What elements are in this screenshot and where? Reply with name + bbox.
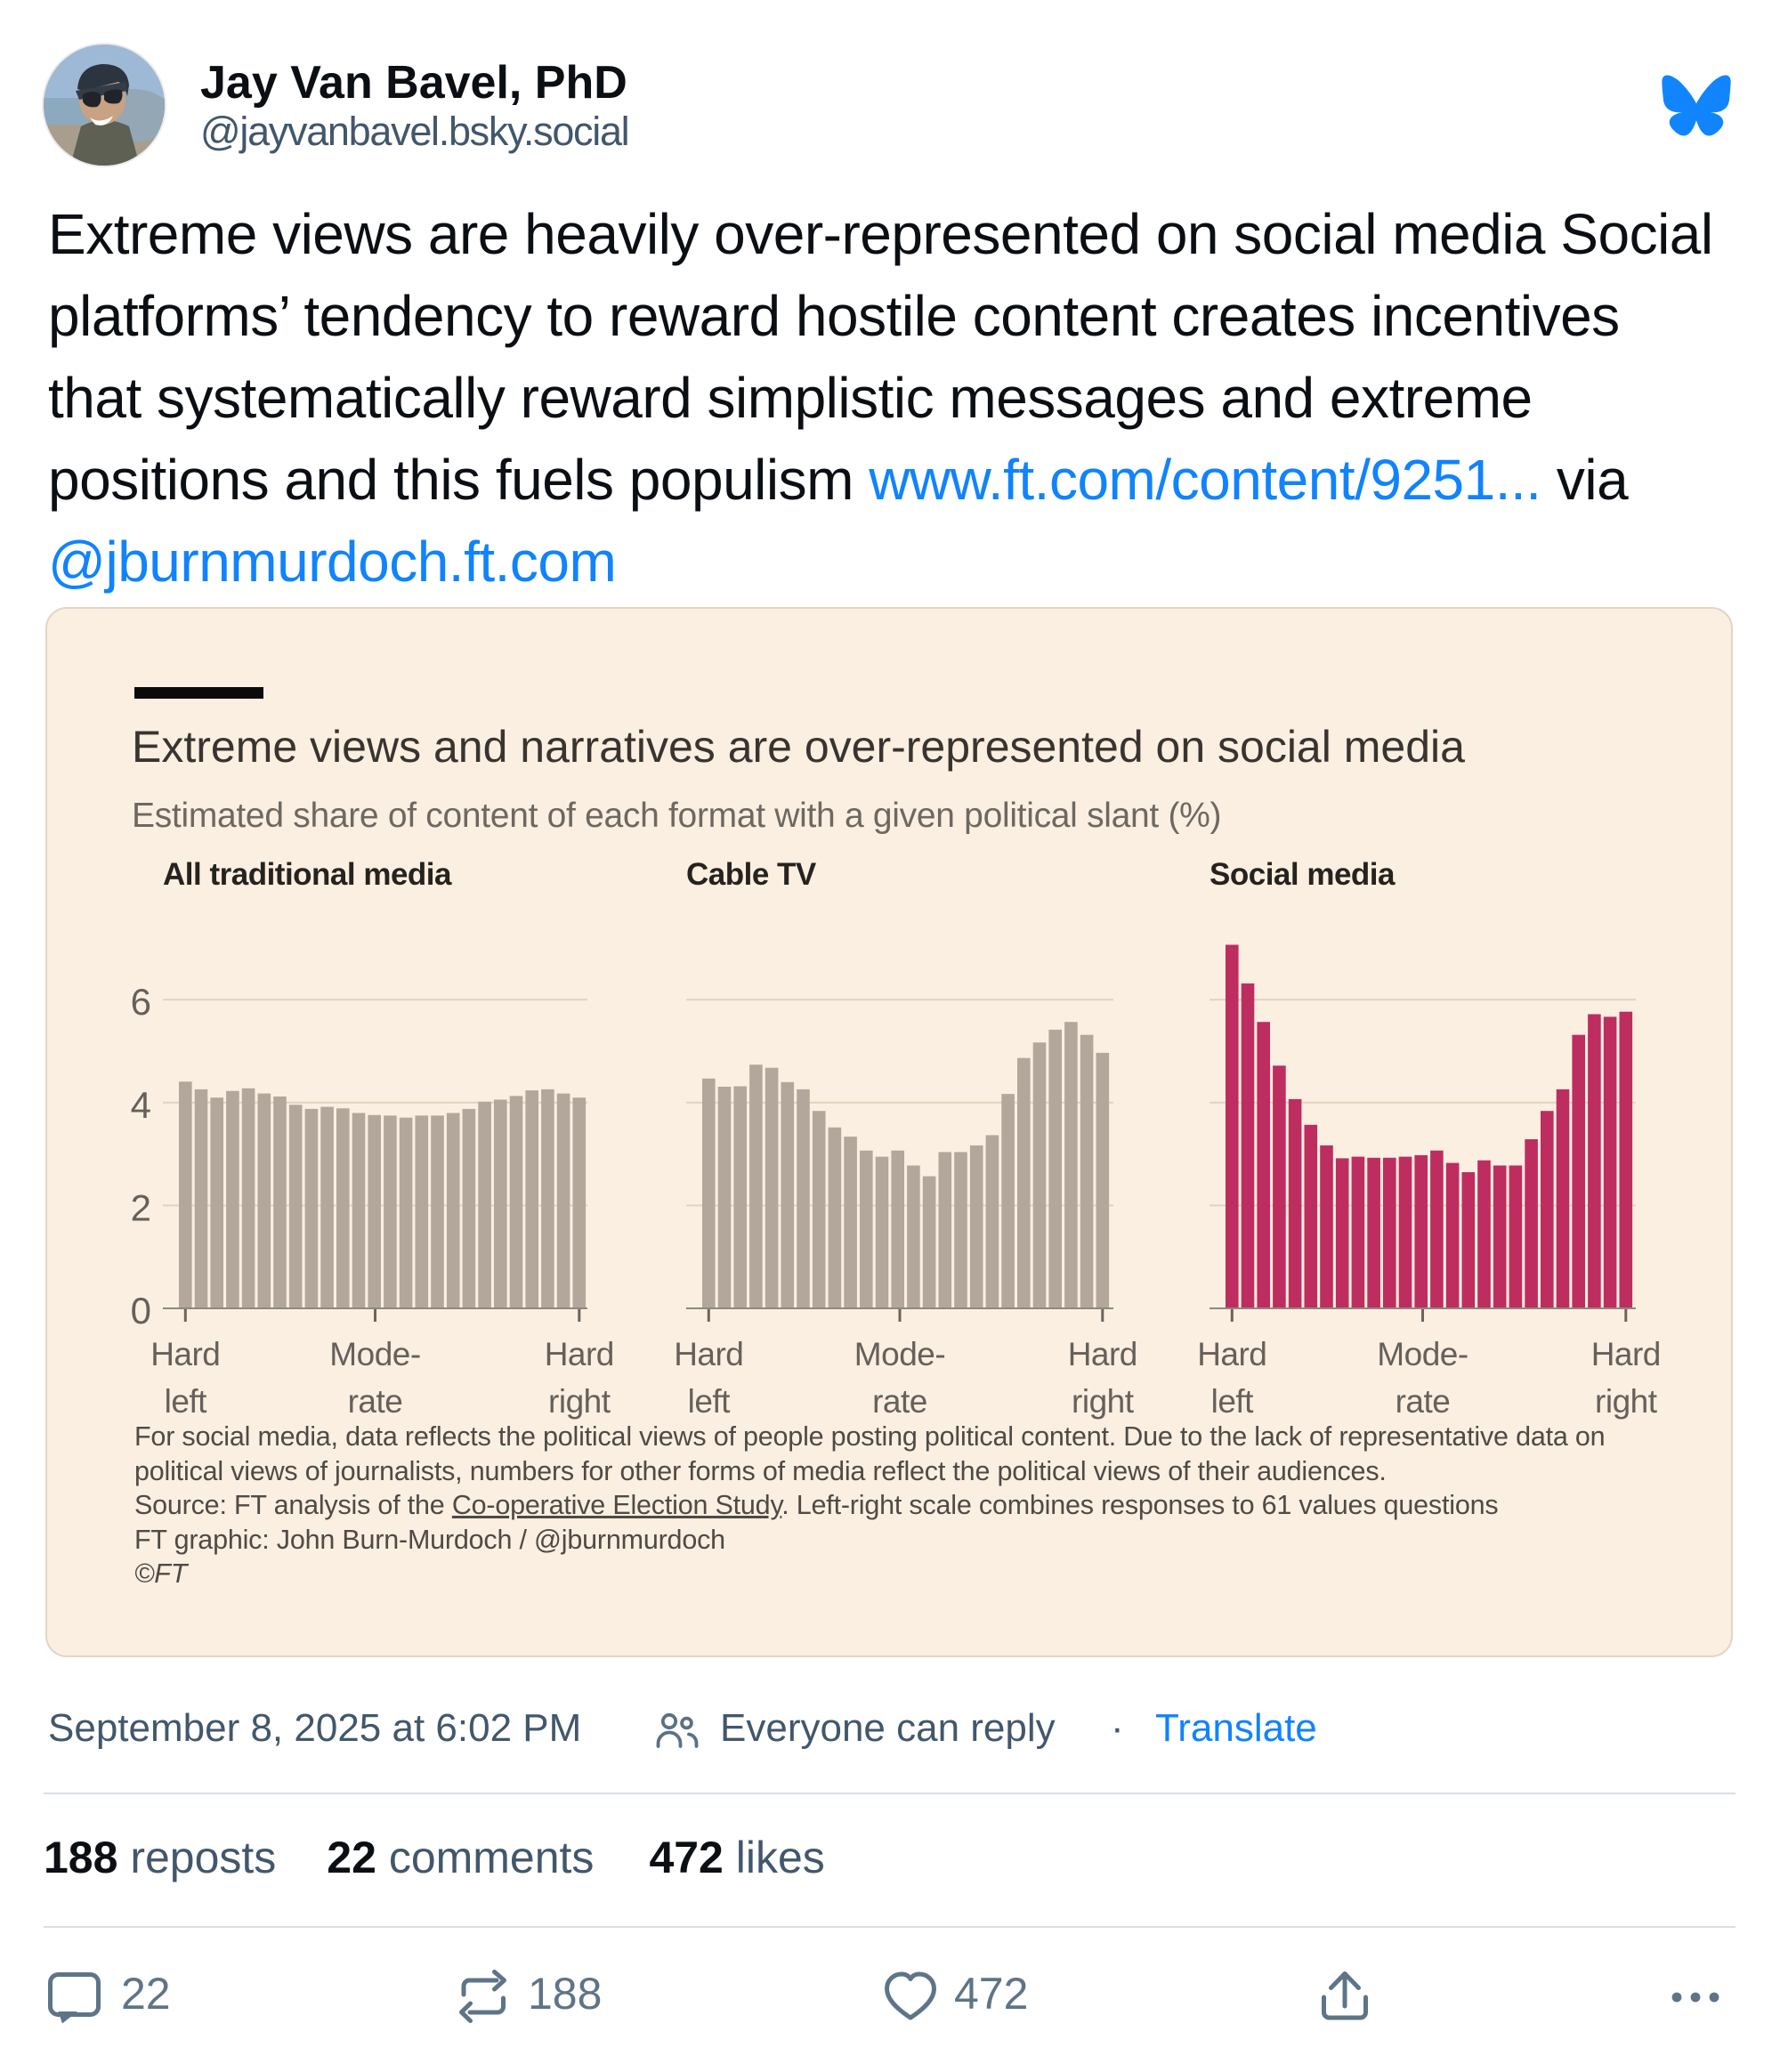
svg-text:right: right bbox=[1072, 1383, 1135, 1420]
svg-text:Hard: Hard bbox=[1068, 1336, 1137, 1372]
svg-text:rate: rate bbox=[1396, 1383, 1451, 1420]
svg-text:Hard: Hard bbox=[150, 1336, 220, 1372]
svg-text:right: right bbox=[548, 1383, 611, 1420]
svg-text:6: 6 bbox=[131, 981, 151, 1023]
svg-text:left: left bbox=[688, 1383, 732, 1420]
svg-text:left: left bbox=[165, 1383, 208, 1420]
svg-text:Mode-: Mode- bbox=[329, 1336, 420, 1372]
svg-text:Mode-: Mode- bbox=[1377, 1336, 1468, 1372]
svg-text:left: left bbox=[1211, 1383, 1255, 1420]
svg-text:right: right bbox=[1595, 1383, 1658, 1420]
svg-text:Hard: Hard bbox=[545, 1336, 614, 1372]
svg-text:rate: rate bbox=[348, 1383, 403, 1420]
svg-text:rate: rate bbox=[872, 1383, 927, 1420]
svg-text:0: 0 bbox=[131, 1290, 151, 1331]
svg-text:4: 4 bbox=[131, 1084, 151, 1126]
svg-text:2: 2 bbox=[131, 1186, 151, 1228]
svg-text:Hard: Hard bbox=[674, 1336, 743, 1372]
svg-text:Mode-: Mode- bbox=[854, 1336, 945, 1372]
svg-text:Hard: Hard bbox=[1197, 1336, 1266, 1372]
svg-text:Hard: Hard bbox=[1591, 1336, 1661, 1372]
